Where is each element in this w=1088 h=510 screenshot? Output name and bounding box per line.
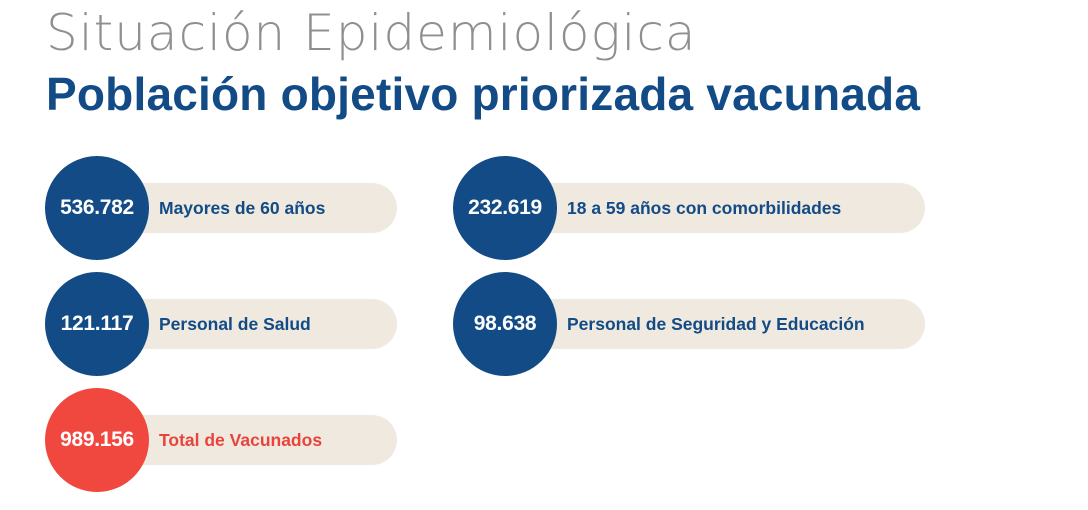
page-subtitle: Población objetivo priorizada vacunada <box>46 68 921 120</box>
stat-value-circle: 232.619 <box>453 156 557 260</box>
stat-personal-salud: 121.117 Personal de Salud <box>45 272 397 376</box>
stat-pill <box>105 299 397 349</box>
stat-pill <box>513 183 925 233</box>
stat-pill <box>105 183 397 233</box>
stat-value-circle: 98.638 <box>453 272 557 376</box>
stat-label: Total de Vacunados <box>159 430 323 450</box>
page-title: Situación Epidemiológica <box>46 4 697 62</box>
stat-value-circle: 121.117 <box>45 272 149 376</box>
stat-label: Personal de Seguridad y Educación <box>567 314 865 334</box>
stat-comorbilidades: 232.619 18 a 59 años con comorbilidades <box>453 156 925 260</box>
stat-seguridad-educacion: 98.638 Personal de Seguridad y Educación <box>453 272 925 376</box>
stat-pill <box>513 299 925 349</box>
stat-pill <box>105 415 397 465</box>
stat-mayores-60: 536.782 Mayores de 60 años <box>45 156 397 260</box>
stat-label: Mayores de 60 años <box>159 198 326 218</box>
stat-label: 18 a 59 años con comorbilidades <box>567 198 842 218</box>
stat-value-circle: 989.156 <box>45 388 149 492</box>
stat-label: Personal de Salud <box>159 314 311 334</box>
stat-total-vacunados: 989.156 Total de Vacunados <box>45 388 397 492</box>
stat-value-circle: 536.782 <box>45 156 149 260</box>
